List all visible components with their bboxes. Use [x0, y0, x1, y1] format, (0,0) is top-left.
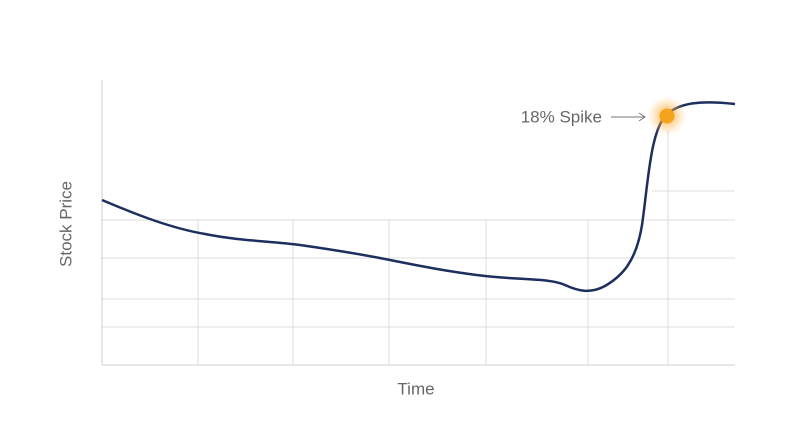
x-axis-label: Time [397, 379, 434, 398]
price-line [101, 101, 736, 293]
arrow-head [638, 112, 646, 122]
y-axis-label: Stock Price [56, 181, 75, 267]
spike-point [659, 108, 675, 124]
grid [102, 130, 735, 365]
annotation: 18% Spike [521, 107, 602, 126]
